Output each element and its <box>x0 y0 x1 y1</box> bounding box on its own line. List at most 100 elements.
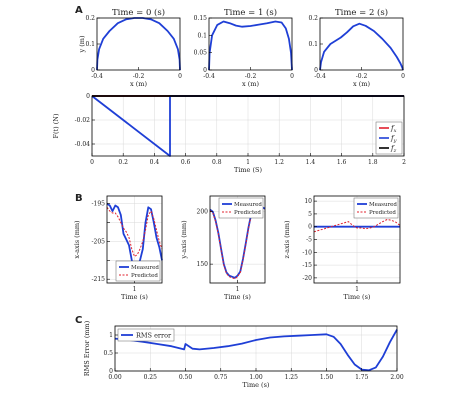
x-tick-label: 1.75 <box>355 374 369 381</box>
x-axis-label: x (m) <box>130 80 147 88</box>
series-line-predicted <box>313 219 401 233</box>
legend-label-sub: z <box>393 148 397 154</box>
chart-a2: -0.4 -0.2 0 0 0.05 0.1 0.15 Time = 1 (s) x (m) <box>194 7 294 88</box>
x-tick-label: 2 <box>402 159 406 166</box>
y-tick-label: -20 <box>302 275 312 282</box>
x-axis-label: Time (s) <box>243 381 270 389</box>
x-tick-label: 0 <box>178 73 182 80</box>
y-axis-label: x-axis (mm) <box>73 220 81 259</box>
x-axis-label: Time (s) <box>344 293 371 301</box>
y-tick-label: -0.02 <box>75 117 91 124</box>
x-tick-label: 1.6 <box>337 159 347 166</box>
y-tick-label: 0.2 <box>85 15 95 22</box>
x-axis-label: Time (S) <box>234 166 262 174</box>
y-tick-label: 0.1 <box>197 32 207 39</box>
plots: -0.4 -0.2 0 0 0.1 0.2 Time = 0 (s) x (m) y (m) -0… <box>52 7 406 389</box>
x-tick-label: 1.2 <box>274 159 284 166</box>
y-axis-label: F(t) (N) <box>52 113 60 138</box>
legend-box <box>353 197 399 219</box>
series-line-0 <box>208 20 293 71</box>
y-tick-label: 0 <box>203 67 207 74</box>
x-tick-label: -0.2 <box>133 73 145 80</box>
y-tick-label: 0.15 <box>194 15 208 22</box>
legend-label: fy <box>390 135 397 145</box>
y-axis-label: y-axis (mm) <box>180 220 188 260</box>
y-tick-label: -195 <box>92 201 106 208</box>
x-tick-label: 0 <box>290 73 294 80</box>
series-line-rms-error <box>114 329 398 372</box>
x-tick-label: 1 <box>246 159 250 166</box>
x-axis-label: x (m) <box>242 80 259 88</box>
legend-label: Predicted <box>369 210 396 216</box>
chart-b2: 1 150 200 Time (s) y-axis (mm) Measured Predic… <box>180 195 266 301</box>
x-tick-label: 0.00 <box>108 374 122 381</box>
y-tick-label: -215 <box>92 276 106 283</box>
legend-label: Measured <box>234 202 262 208</box>
legend-label-sub: x <box>394 128 397 134</box>
x-axis-label: Time (s) <box>121 293 148 301</box>
x-tick-label: -0.4 <box>314 73 326 80</box>
chart-a1: -0.4 -0.2 0 0 0.1 0.2 Time = 0 (s) x (m) y (m) <box>78 7 182 88</box>
x-tick-label: 1.8 <box>368 159 378 166</box>
y-tick-label: -10 <box>302 249 312 256</box>
x-tick-label: 1.25 <box>285 374 299 381</box>
x-tick-label: 0.4 <box>150 159 160 166</box>
y-tick-label: 0.05 <box>194 50 208 57</box>
x-tick-label: 0.8 <box>212 159 222 166</box>
legend-label-base: f <box>390 135 395 143</box>
x-tick-label: 0.75 <box>214 374 228 381</box>
panel-label-a: A <box>75 5 83 16</box>
legend-label: RMS error <box>136 332 172 340</box>
series-line-0 <box>319 22 404 71</box>
chart-c: 0.00 0.25 0.50 0.75 1.00 1.25 1.50 1.75 2.00 0 0.5… <box>83 320 404 389</box>
legend-box <box>117 328 175 342</box>
legend-label: Measured <box>369 202 397 208</box>
y-tick-label: 0 <box>91 67 95 74</box>
y-tick-label: -5 <box>306 237 312 244</box>
x-tick-label: 0.6 <box>181 159 191 166</box>
legend-label: Predicted <box>131 273 158 279</box>
chart-a3: -0.4 -0.2 0 0 0.1 0.2 Time = 2 (s) x (m) <box>308 7 405 88</box>
y-tick-label: -205 <box>92 238 106 245</box>
y-tick-label: -0.04 <box>75 141 91 148</box>
x-tick-label: -0.2 <box>245 73 257 80</box>
x-tick-label: 1 <box>355 286 359 293</box>
legend-box <box>115 260 161 282</box>
legend-label-base: f <box>390 145 395 153</box>
legend-box <box>218 197 264 219</box>
chart-b3: 1 10 5 0 -5 -10 -15 -20 Time (s) z-axis (mm) Measu… <box>283 195 401 301</box>
y-tick-label: 0 <box>86 93 90 100</box>
y-axis-label: y (m) <box>78 35 86 53</box>
x-tick-label: 1.50 <box>320 374 334 381</box>
x-tick-label: 1.00 <box>249 374 263 381</box>
y-tick-label: 150 <box>197 261 209 268</box>
chart-title: Time = 0 (s) <box>112 7 165 18</box>
y-tick-label: 200 <box>197 209 209 216</box>
x-tick-label: 0.25 <box>144 374 158 381</box>
legend-label: Predicted <box>234 210 261 216</box>
legend-label: fz <box>390 145 397 155</box>
x-tick-label: -0.2 <box>356 73 368 80</box>
y-tick-label: 0.1 <box>85 41 95 48</box>
chart-title: Time = 1 (s) <box>224 7 277 18</box>
chart-title: Time = 2 (s) <box>335 7 388 18</box>
chart-b1: 1 -195 -205 -215 Time (s) x-axis (mm) Measured… <box>73 195 163 301</box>
y-tick-label: 0.5 <box>103 350 113 357</box>
x-tick-label: 0 <box>90 159 94 166</box>
x-axis-label: Time (s) <box>224 293 251 301</box>
y-tick-label: -15 <box>302 262 312 269</box>
legend-label: fx <box>390 125 397 135</box>
y-tick-label: 0 <box>109 368 113 375</box>
y-tick-label: 0 <box>308 224 312 231</box>
legend-label-sub: y <box>393 138 397 144</box>
legend-label-base: f <box>390 125 395 133</box>
plot-area <box>97 18 180 70</box>
x-tick-label: 1 <box>133 286 137 293</box>
panel-label-c: C <box>75 315 82 326</box>
x-tick-label: 1.4 <box>306 159 316 166</box>
y-tick-label: 10 <box>304 198 312 205</box>
panel-label-b: B <box>75 193 83 204</box>
y-axis-label: RMS Error (mm) <box>83 320 91 376</box>
y-tick-label: 0 <box>314 67 318 74</box>
